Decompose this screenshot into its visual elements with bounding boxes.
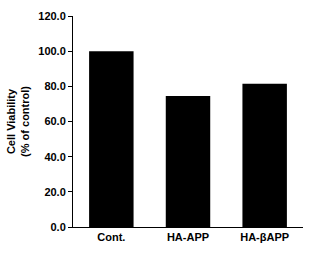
svg-text:HA-APP: HA-APP (167, 231, 209, 243)
svg-text:60.0: 60.0 (44, 115, 65, 127)
svg-text:Cell Viability(% of control): Cell Viability(% of control) (5, 86, 31, 157)
svg-text:100.0: 100.0 (38, 45, 66, 57)
svg-text:120.0: 120.0 (38, 10, 66, 22)
svg-text:HA-βAPP: HA-βAPP (240, 231, 289, 243)
svg-text:20.0: 20.0 (44, 186, 65, 198)
svg-text:Cont.: Cont. (97, 231, 125, 243)
svg-text:80.0: 80.0 (44, 80, 65, 92)
svg-text:40.0: 40.0 (44, 151, 65, 163)
svg-text:0.0: 0.0 (51, 221, 66, 233)
